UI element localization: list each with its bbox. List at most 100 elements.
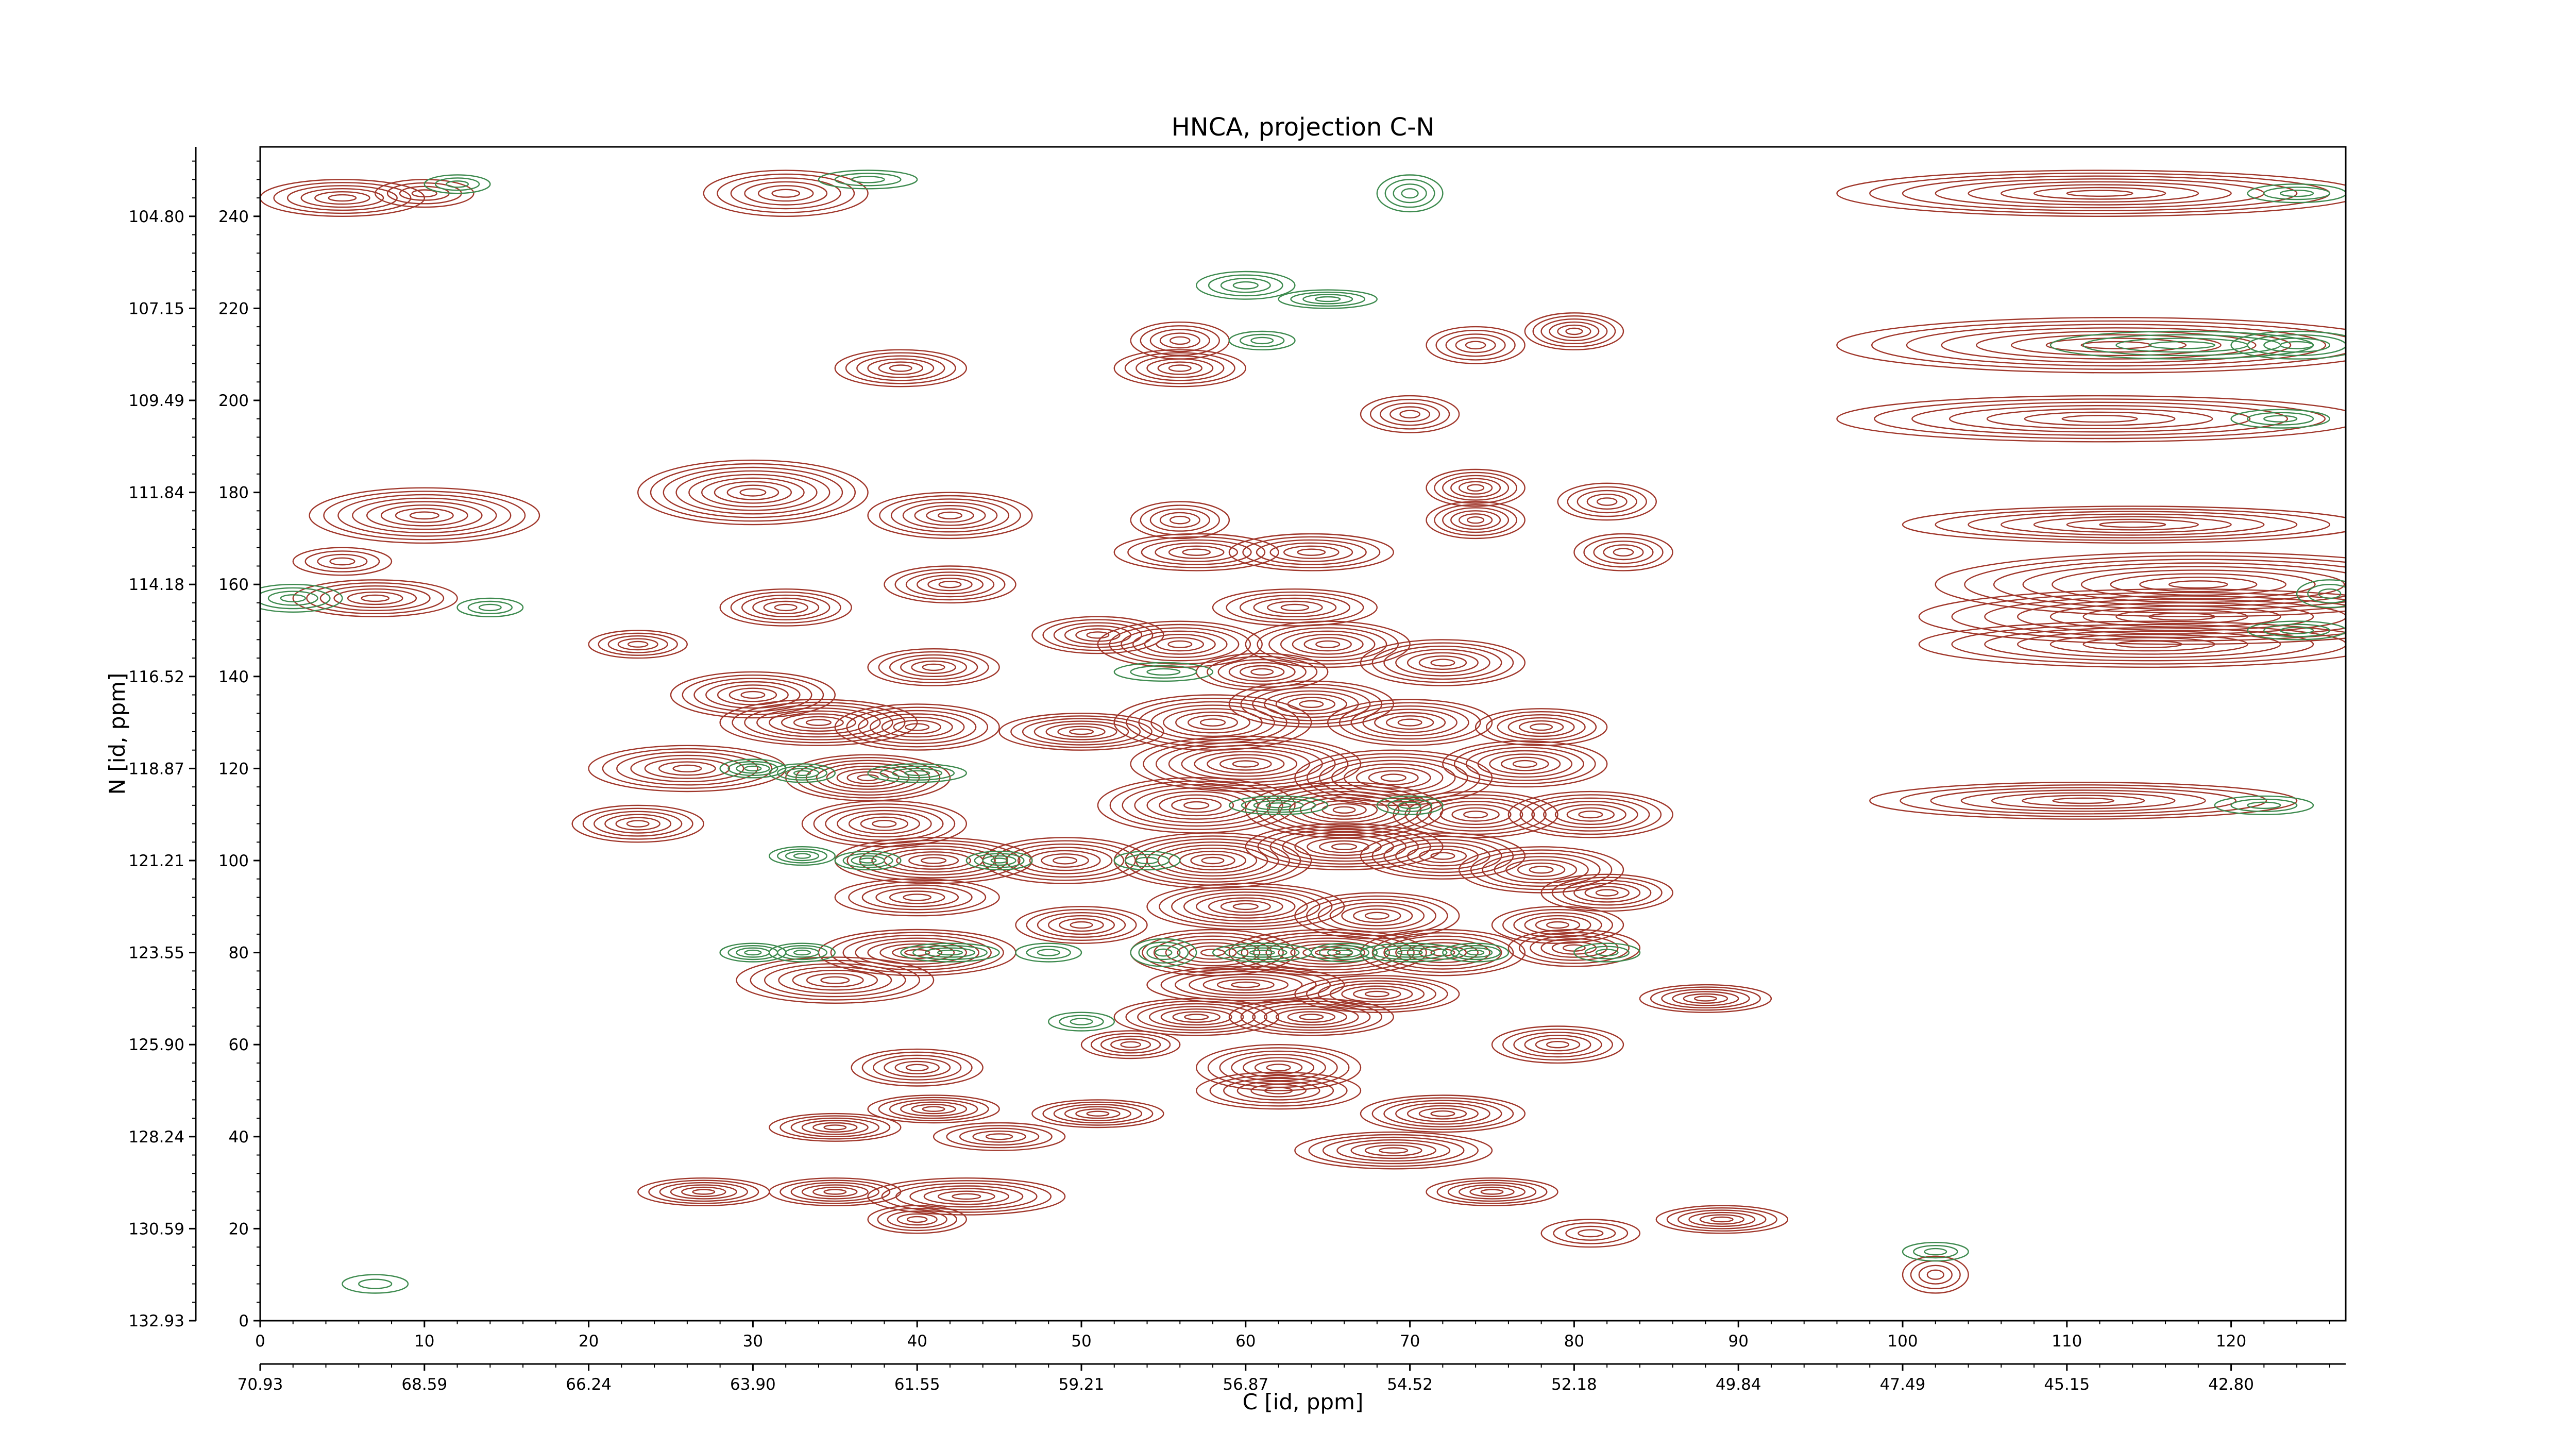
contour-ring [1573,942,1641,963]
contour-ring [937,511,962,519]
contour-ring [1360,395,1460,433]
peak-positive-1 [703,170,869,217]
contour-ring [2061,415,2138,423]
contour-ring [260,587,331,610]
contour-ring [1477,750,1573,778]
contour-ring [1836,317,2346,374]
contour-ring [1124,853,1170,868]
contour-ring [793,853,811,859]
contour-ring [851,855,885,866]
contour-ring [692,1189,716,1195]
contour-ring [1374,712,1446,733]
contour-ring [1208,274,1283,297]
contour-ring [818,929,1016,976]
contour-ring [1502,908,1613,941]
contour-ring [1451,807,1500,822]
contour-ring [1565,1225,1616,1241]
contour-ring [779,1115,891,1140]
contour-ring [1113,998,1279,1036]
contour-ring [1282,832,1406,862]
contour-ring [1047,1012,1115,1032]
x-ppm-tick-label: 70.93 [238,1375,283,1394]
contour-ring [1699,1214,1745,1225]
contour-ring [938,580,962,588]
contour-ring [2263,624,2331,637]
contour-ring [903,894,931,901]
contour-ring [1029,850,1101,871]
contour-ring [1551,877,1663,909]
contour-ring [867,1205,967,1234]
contour-ring [1586,494,1628,510]
contour-ring [744,704,893,740]
contour-ring [1245,823,1444,870]
contour-ring [1562,944,1586,952]
peak-positive-49 [1015,906,1148,944]
contour-ring [2052,566,2345,603]
contour-ring [911,660,956,674]
contour-ring [1006,843,1125,878]
contour-ring [1964,555,2346,614]
contour-ring [879,765,955,781]
x-ppm-tick-label: 66.24 [566,1375,612,1394]
contour-ring [1442,942,1510,963]
contour-ring [1134,787,1259,823]
contour-ring [1459,513,1493,527]
contour-ring [1283,545,1340,559]
contour-ring [328,194,357,202]
contour-ring [879,495,1021,536]
contour-ring [333,588,417,609]
contour-ring [1613,548,1634,557]
contour-ring [1022,718,1141,746]
contour-ring [884,565,1016,604]
contour-ring [1535,918,1581,932]
contour-ring [1026,946,1071,959]
contour-ring [1297,548,1326,556]
contour-ring [1146,358,1214,378]
x-index-tick-label: 30 [743,1332,763,1351]
contour-ring [1069,728,1094,735]
contour-ring [2024,411,2176,426]
contour-ring [1335,949,1353,956]
contour-ring [1380,773,1406,782]
contour-ring [2148,341,2216,349]
contour-ring [1136,355,1225,381]
peak-positive-26 [884,565,1016,604]
contour-ring [1321,803,1367,817]
y-ppm-tick-label: 128.24 [129,1128,184,1147]
contour-ring [1902,506,2346,544]
contour-ring [1146,841,1279,880]
contour-ring [1565,327,1583,335]
y-index-tick-label: 200 [218,392,249,410]
contour-ring [1383,838,1502,873]
contour-ring [434,177,480,191]
contour-ring [1254,1060,1303,1075]
contour-ring [670,671,836,719]
contour-ring [1968,181,2232,206]
contour-ring [982,855,1016,866]
contour-ring [1159,794,1234,817]
contour-ring [1190,853,1235,868]
peak-positive-78 [1080,1030,1181,1059]
y-index-tick-label: 40 [229,1128,249,1147]
peak-positive-3 [1836,317,2346,374]
contour-ring [467,600,513,614]
contour-ring [1406,652,1479,673]
contour-ring [1042,1101,1154,1126]
contour-ring [2247,412,2314,426]
plot-frame [259,146,2347,1322]
peak-positive-57 [1442,740,1608,788]
contour-ring [1125,1000,1267,1034]
contour-ring [1546,921,1569,929]
contour-ring [1097,620,1263,668]
contour-ring [1578,1229,1604,1238]
contour-ring [1505,859,1578,881]
contour-ring [1902,1255,1969,1294]
contour-ring [260,584,343,613]
contour-ring [337,494,512,537]
peak-positive-19 [1426,468,1526,507]
contour-ring [300,188,384,208]
contour-ring [790,1182,880,1202]
contour-peaks [260,170,2346,1294]
contour-ring [2110,573,2286,596]
contour-ring [1155,542,1239,562]
